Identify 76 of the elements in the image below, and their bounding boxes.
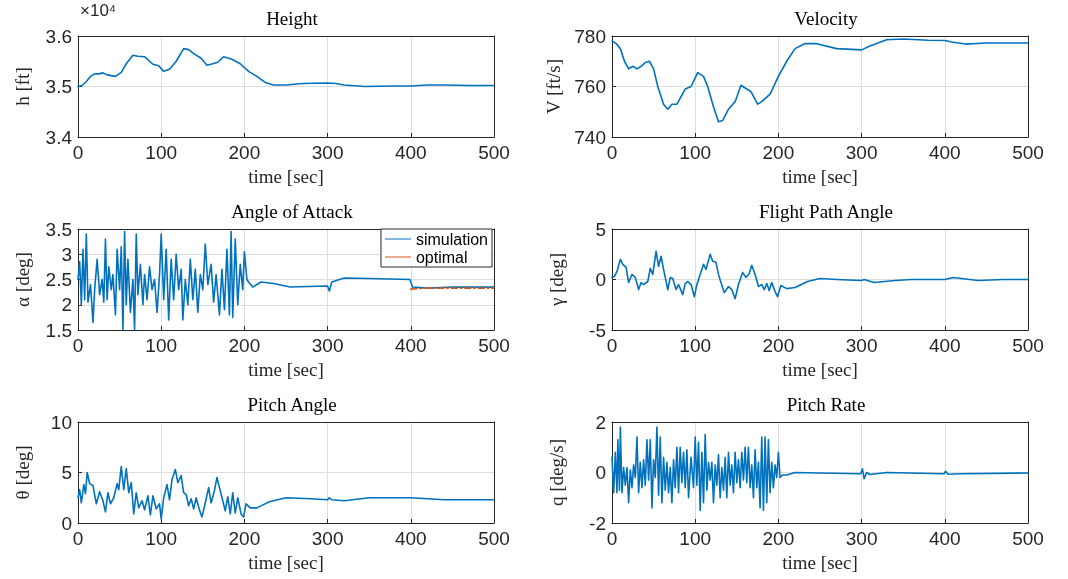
- line-series: [77, 230, 495, 331]
- line-series: [611, 250, 1029, 300]
- y-tick-label: 3.4: [45, 126, 73, 148]
- x-tick-label: 300: [311, 335, 344, 356]
- x-tick-label: 200: [228, 528, 261, 549]
- x-tick-label: 400: [928, 528, 961, 549]
- x-tick-label: 100: [145, 142, 178, 163]
- x-tick-label: 300: [311, 142, 344, 163]
- y-tick-label: 10: [50, 411, 72, 433]
- text: ×10⁴: [80, 1, 117, 20]
- legend-label: simulation: [415, 230, 488, 248]
- x-tick-label: 100: [145, 335, 178, 356]
- x-tick-label: 400: [928, 335, 961, 356]
- y-tick-label: 3.5: [45, 76, 72, 97]
- y-tick-label: -5: [589, 319, 606, 341]
- x-axis-title: time [sec]: [248, 166, 324, 187]
- x-tick-label: 400: [394, 335, 427, 356]
- x-tick-label: 200: [762, 335, 795, 356]
- x-tick-label: 100: [145, 528, 178, 549]
- x-tick-label: 300: [845, 528, 878, 549]
- chart-title: Height: [266, 8, 319, 29]
- legend-label: optimal: [415, 248, 468, 266]
- x-tick-label: 200: [762, 528, 795, 549]
- y-tick-label: 3.5: [45, 218, 72, 240]
- x-tick-label: 500: [1012, 335, 1044, 356]
- y-tick-label: 0: [595, 269, 606, 290]
- x-tick-label: 300: [311, 528, 344, 549]
- x-axis-title: time [sec]: [782, 552, 858, 573]
- y-tick-label: 2.5: [45, 269, 72, 290]
- x-tick-label: 400: [928, 142, 961, 163]
- y-tick-label: 3: [61, 243, 72, 265]
- chart-title: Pitch Rate: [786, 394, 866, 415]
- y-axis-title: γ [deg]: [546, 252, 567, 308]
- x-tick-label: 200: [228, 142, 261, 163]
- y-tick-label: 2: [595, 411, 606, 433]
- y-tick-label: 740: [574, 126, 606, 148]
- y-axis-title: q [deg/s]: [546, 438, 567, 507]
- y-axis-title: θ [deg]: [12, 445, 33, 500]
- x-tick-label: 300: [845, 335, 878, 356]
- x-axis-title: time [sec]: [782, 359, 858, 380]
- chart-title: Flight Path Angle: [758, 201, 894, 222]
- chart-title: Velocity: [794, 8, 859, 29]
- x-tick-label: 100: [679, 142, 712, 163]
- y-axis-title: α [deg]: [12, 252, 33, 307]
- y-tick-label: 0: [61, 512, 72, 534]
- x-tick-label: 500: [1012, 528, 1044, 549]
- x-tick-label: 100: [679, 528, 712, 549]
- x-tick-label: 300: [845, 142, 878, 163]
- y-tick-label: 0: [595, 462, 606, 483]
- y-tick-label: -2: [589, 512, 606, 534]
- y-axis-title: V [ft/s]: [543, 58, 565, 115]
- x-tick-label: 400: [394, 142, 427, 163]
- x-axis-title: time [sec]: [248, 359, 324, 380]
- y-tick-label: 5: [61, 462, 72, 483]
- x-axis-title: time [sec]: [782, 166, 858, 187]
- y-tick-label: 760: [574, 76, 606, 97]
- x-tick-label: 100: [679, 335, 712, 356]
- x-tick-label: 400: [394, 528, 427, 549]
- x-tick-label: 500: [478, 142, 510, 163]
- line-series: [77, 47, 495, 88]
- y-tick-label: 1.5: [45, 319, 72, 341]
- line-series: [611, 426, 1029, 512]
- line-series: [77, 465, 495, 520]
- x-tick-label: 500: [478, 528, 510, 549]
- x-tick-label: 200: [762, 142, 795, 163]
- y-tick-label: 5: [595, 218, 606, 240]
- x-tick-label: 500: [1012, 142, 1044, 163]
- chart-title: Angle of Attack: [231, 201, 354, 222]
- y-tick-label: 2: [61, 294, 72, 316]
- x-tick-label: 200: [228, 335, 261, 356]
- y-tick-label: 780: [574, 25, 606, 47]
- x-tick-label: 500: [478, 335, 510, 356]
- y-axis-title: h [ft]: [12, 67, 33, 106]
- chart-title: Pitch Angle: [247, 394, 337, 415]
- y-tick-label: 3.6: [45, 25, 72, 47]
- x-axis-title: time [sec]: [248, 552, 324, 573]
